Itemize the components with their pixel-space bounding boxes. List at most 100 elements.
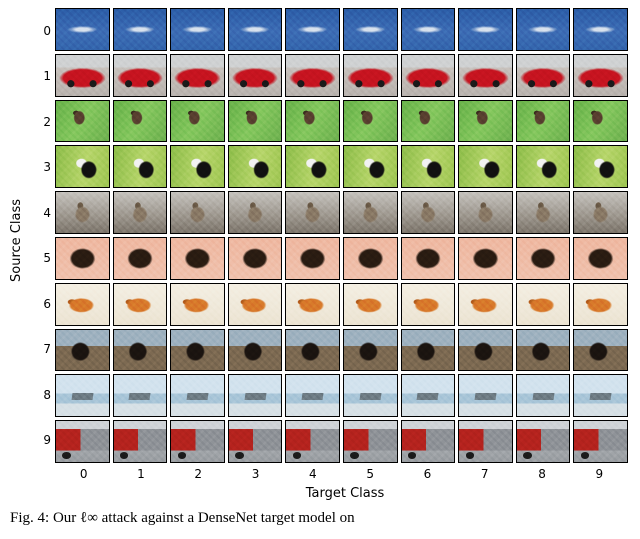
thumbnail (574, 375, 627, 416)
grid-cell (573, 237, 628, 280)
image-grid (55, 8, 628, 463)
y-axis-label-text: Source Class (9, 199, 24, 282)
thumbnail (517, 192, 570, 233)
grid-cell (573, 8, 628, 51)
thumbnail (171, 375, 224, 416)
grid-cell (228, 145, 283, 188)
grid-cell (458, 100, 513, 143)
ytick: 0 (31, 8, 51, 54)
thumbnail (286, 375, 339, 416)
grid-cell (55, 420, 110, 463)
caption-text: Our ℓ∞ attack against a DenseNet target … (53, 510, 355, 526)
grid-cell (113, 145, 168, 188)
thumbnail (114, 330, 167, 371)
thumbnail (517, 146, 570, 187)
grid-cell (285, 283, 340, 326)
thumbnail (171, 330, 224, 371)
image-grid-area: 0 1 2 3 4 5 6 7 8 9 0 1 2 3 4 5 6 7 8 9 (55, 8, 628, 463)
grid-cell (401, 191, 456, 234)
xtick: 0 (55, 467, 112, 485)
thumbnail (229, 146, 282, 187)
thumbnail (574, 330, 627, 371)
thumbnail (229, 284, 282, 325)
x-axis-label: Target Class (60, 486, 630, 501)
xtick: 5 (341, 467, 398, 485)
grid-cell (401, 374, 456, 417)
thumbnail (114, 55, 167, 96)
thumbnail (114, 421, 167, 462)
thumbnail (574, 9, 627, 50)
grid-cell (516, 145, 571, 188)
thumbnail (517, 101, 570, 142)
thumbnail (114, 284, 167, 325)
grid-cell (458, 420, 513, 463)
thumbnail (574, 238, 627, 279)
grid-cell (285, 374, 340, 417)
grid-cell (401, 54, 456, 97)
grid-cell (170, 191, 225, 234)
grid-cell (170, 100, 225, 143)
thumbnail (402, 55, 455, 96)
grid-cell (458, 145, 513, 188)
grid-cell (55, 100, 110, 143)
thumbnail (402, 421, 455, 462)
grid-cell (343, 54, 398, 97)
grid-cell (343, 145, 398, 188)
ytick: 9 (31, 418, 51, 464)
thumbnail (402, 9, 455, 50)
thumbnail (229, 238, 282, 279)
grid-cell (113, 329, 168, 372)
thumbnail (114, 192, 167, 233)
thumbnail (517, 330, 570, 371)
grid-cell (573, 374, 628, 417)
grid-cell (401, 8, 456, 51)
grid-cell (113, 191, 168, 234)
thumbnail (574, 146, 627, 187)
grid-cell (458, 191, 513, 234)
thumbnail (459, 375, 512, 416)
thumbnail (574, 192, 627, 233)
grid-cell (170, 283, 225, 326)
thumbnail (402, 375, 455, 416)
grid-cell (516, 8, 571, 51)
grid-cell (516, 191, 571, 234)
thumbnail (402, 101, 455, 142)
thumbnail (459, 192, 512, 233)
figure-caption: Fig. 4: Our ℓ∞ attack against a DenseNet… (10, 509, 630, 539)
grid-cell (285, 329, 340, 372)
grid-cell (228, 329, 283, 372)
grid-cell (343, 8, 398, 51)
grid-cell (458, 237, 513, 280)
thumbnail (459, 330, 512, 371)
thumbnail (114, 9, 167, 50)
ytick: 8 (31, 372, 51, 418)
ytick: 7 (31, 327, 51, 373)
grid-cell (458, 8, 513, 51)
grid-cell (228, 283, 283, 326)
thumbnail (229, 192, 282, 233)
grid-cell (228, 374, 283, 417)
thumbnail (344, 375, 397, 416)
grid-cell (573, 329, 628, 372)
thumbnail (171, 284, 224, 325)
grid-cell (573, 191, 628, 234)
grid-cell (516, 100, 571, 143)
grid-cell (516, 329, 571, 372)
grid-cell (55, 145, 110, 188)
thumbnail (344, 330, 397, 371)
thumbnail (402, 192, 455, 233)
grid-cell (343, 283, 398, 326)
thumbnail (171, 192, 224, 233)
grid-cell (228, 237, 283, 280)
grid-cell (113, 374, 168, 417)
grid-cell (55, 283, 110, 326)
grid-cell (55, 374, 110, 417)
thumbnail (402, 238, 455, 279)
grid-cell (458, 283, 513, 326)
thumbnail (171, 101, 224, 142)
xtick: 4 (284, 467, 341, 485)
grid-cell (170, 237, 225, 280)
thumbnail (402, 330, 455, 371)
thumbnail (286, 330, 339, 371)
ytick: 3 (31, 145, 51, 191)
